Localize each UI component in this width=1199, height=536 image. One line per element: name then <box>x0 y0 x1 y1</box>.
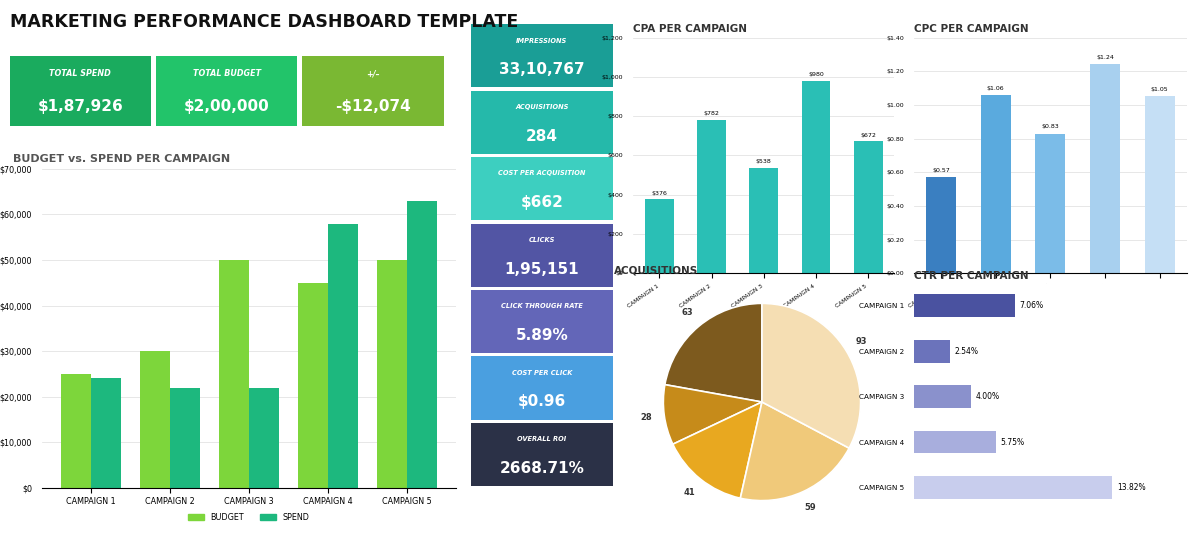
Text: $1,87,926: $1,87,926 <box>37 99 123 114</box>
Bar <box>914 476 1113 499</box>
Text: +/–: +/– <box>366 69 380 78</box>
Text: $672: $672 <box>860 133 876 138</box>
Bar <box>749 168 778 273</box>
Bar <box>914 385 971 408</box>
Bar <box>170 388 200 488</box>
Text: $980: $980 <box>808 72 824 77</box>
Bar <box>1090 64 1120 273</box>
Bar <box>854 142 882 273</box>
Text: $0.96: $0.96 <box>518 394 566 410</box>
Text: CPC PER CAMPAIGN: CPC PER CAMPAIGN <box>914 24 1029 34</box>
Text: IMPRESSIONS: IMPRESSIONS <box>517 38 567 43</box>
Text: 28: 28 <box>640 413 652 422</box>
Text: ACQUISITIONS: ACQUISITIONS <box>614 265 698 275</box>
Text: $662: $662 <box>520 195 564 210</box>
Text: 2.54%: 2.54% <box>954 347 978 356</box>
Text: ACQUISITIONS: ACQUISITIONS <box>516 104 568 110</box>
Text: CLICK THROUGH RATE: CLICK THROUGH RATE <box>501 303 583 309</box>
Bar <box>91 378 121 488</box>
Text: -$12,074: -$12,074 <box>335 99 411 114</box>
Text: $1.06: $1.06 <box>987 86 1005 91</box>
Text: $1.24: $1.24 <box>1096 55 1114 60</box>
Legend: BUDGET, SPEND: BUDGET, SPEND <box>185 510 313 525</box>
Bar <box>327 224 357 488</box>
Bar <box>218 260 248 488</box>
Bar <box>914 294 1016 317</box>
Bar <box>248 388 279 488</box>
Bar <box>914 340 950 362</box>
Text: 1,95,151: 1,95,151 <box>505 262 579 277</box>
Text: 5.89%: 5.89% <box>516 328 568 343</box>
Wedge shape <box>763 303 861 448</box>
Text: $782: $782 <box>704 111 719 116</box>
Text: 2668.71%: 2668.71% <box>500 461 584 476</box>
Bar <box>914 431 996 453</box>
Bar <box>697 120 725 273</box>
Bar <box>981 95 1011 273</box>
Text: 41: 41 <box>683 488 695 497</box>
Text: $1.05: $1.05 <box>1151 87 1168 92</box>
Bar <box>406 201 436 488</box>
Text: 63: 63 <box>681 308 693 317</box>
Text: COST PER CLICK: COST PER CLICK <box>512 370 572 376</box>
Bar <box>1145 96 1175 273</box>
Text: 59: 59 <box>805 503 817 512</box>
Text: 284: 284 <box>526 129 558 144</box>
Text: $2,00,000: $2,00,000 <box>183 99 270 114</box>
Text: CTR PER CAMPAIGN: CTR PER CAMPAIGN <box>914 271 1029 280</box>
Bar <box>297 283 327 488</box>
Text: OVERALL ROI: OVERALL ROI <box>517 436 567 442</box>
Text: 7.06%: 7.06% <box>1019 301 1043 310</box>
Text: MARKETING PERFORMANCE DASHBOARD TEMPLATE: MARKETING PERFORMANCE DASHBOARD TEMPLATE <box>10 13 518 32</box>
Text: CLICKS: CLICKS <box>529 237 555 243</box>
Bar <box>1035 133 1066 273</box>
Bar <box>802 81 831 273</box>
Text: TOTAL SPEND: TOTAL SPEND <box>49 69 112 78</box>
Bar <box>140 351 170 488</box>
Bar <box>376 260 406 488</box>
Text: $0.57: $0.57 <box>932 168 950 173</box>
Text: BUDGET vs. SPEND PER CAMPAIGN: BUDGET vs. SPEND PER CAMPAIGN <box>13 154 230 164</box>
Text: $0.83: $0.83 <box>1042 124 1059 129</box>
Bar <box>926 177 956 273</box>
Text: COST PER ACQUISITION: COST PER ACQUISITION <box>499 170 585 176</box>
Wedge shape <box>663 385 763 444</box>
Wedge shape <box>673 402 763 498</box>
Text: 13.82%: 13.82% <box>1116 483 1145 492</box>
Text: TOTAL BUDGET: TOTAL BUDGET <box>193 69 260 78</box>
Bar <box>61 374 91 488</box>
Text: 4.00%: 4.00% <box>976 392 1000 401</box>
Text: CPA PER CAMPAIGN: CPA PER CAMPAIGN <box>633 24 747 34</box>
Text: 33,10,767: 33,10,767 <box>499 62 585 77</box>
Wedge shape <box>740 402 849 501</box>
Wedge shape <box>665 303 763 402</box>
Text: 5.75%: 5.75% <box>1001 437 1025 446</box>
Text: $376: $376 <box>651 191 668 196</box>
Bar <box>645 199 674 273</box>
Text: 93: 93 <box>856 338 867 346</box>
Text: $538: $538 <box>755 159 772 164</box>
